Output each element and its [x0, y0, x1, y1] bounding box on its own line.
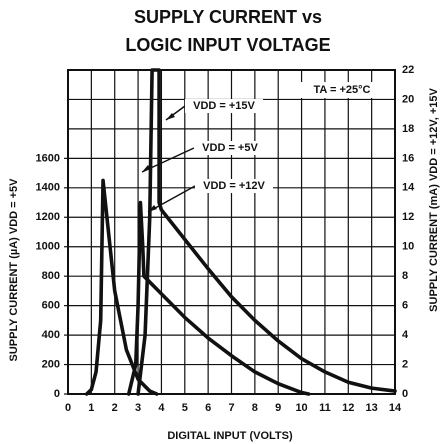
y-axis-label: SUPPLY CURRENT (µA) VDD = +5V: [8, 178, 20, 362]
y-tick-label: 1600: [36, 152, 60, 164]
legend-label: VDD = +15V: [193, 100, 255, 112]
arrow-head: [142, 165, 151, 172]
x-tick-label: 3: [135, 402, 141, 414]
x-tick-label: 10: [295, 402, 307, 414]
y-tick-label: 0: [54, 388, 60, 400]
label-bg: [194, 141, 266, 155]
y2-tick-label: 6: [402, 300, 408, 312]
y2-axis-label: SUPPLY CURRENT (mA) VDD = +12V, +15V: [428, 88, 440, 312]
pointer: [141, 147, 195, 173]
legend-label: VDD = +12V: [203, 180, 265, 192]
x-tick-label: 11: [319, 402, 331, 414]
y-tick-label: 400: [42, 329, 60, 341]
label-bg: [195, 179, 273, 193]
label-bg: [185, 99, 263, 113]
x-tick-label: 13: [366, 402, 378, 414]
arrow-head: [148, 205, 157, 212]
x-tick-label: 1: [88, 402, 94, 414]
y2-tick-label: 18: [402, 123, 414, 135]
y2-tick-label: 12: [402, 211, 414, 223]
y2-tick-label: 22: [402, 64, 414, 76]
y-tick-label: 200: [42, 358, 60, 370]
annotation-bg: [300, 82, 384, 98]
x-tick-label: 14: [389, 402, 402, 414]
x-tick-label: 7: [228, 402, 234, 414]
y-tick-label: 1400: [36, 182, 60, 194]
chart-title: LOGIC INPUT VOLTAGE: [125, 35, 330, 55]
x-tick-label: 0: [65, 402, 71, 414]
curve: [126, 200, 311, 396]
y2-tick-label: 20: [402, 93, 414, 105]
y2-tick-label: 0: [402, 388, 408, 400]
y2-tick-label: 2: [402, 358, 408, 370]
arrow-head: [166, 113, 175, 120]
x-tick-label: 4: [158, 402, 165, 414]
x-axis-label: DIGITAL INPUT (VOLTS): [167, 430, 293, 442]
y-tick-label: 1200: [36, 211, 60, 223]
legend-label: VDD = +5V: [202, 142, 258, 154]
x-tick-label: 8: [252, 402, 258, 414]
x-tick-label: 6: [205, 402, 211, 414]
x-tick-label: 9: [275, 402, 281, 414]
y-tick-label: 600: [42, 300, 60, 312]
y2-tick-label: 14: [402, 182, 415, 194]
curve: [84, 178, 159, 396]
y-tick-label: 1000: [36, 241, 60, 253]
y2-tick-label: 8: [402, 270, 408, 282]
x-tick-label: 2: [112, 402, 118, 414]
chart-title: SUPPLY CURRENT vs: [134, 7, 322, 27]
y2-tick-label: 4: [402, 329, 409, 341]
y2-tick-label: 10: [402, 241, 414, 253]
annotation: TA = +25°C: [314, 84, 371, 96]
x-tick-label: 12: [342, 402, 354, 414]
x-tick-label: 5: [182, 402, 188, 414]
curve: [136, 68, 397, 396]
y2-tick-label: 16: [402, 152, 414, 164]
y-tick-label: 800: [42, 270, 60, 282]
